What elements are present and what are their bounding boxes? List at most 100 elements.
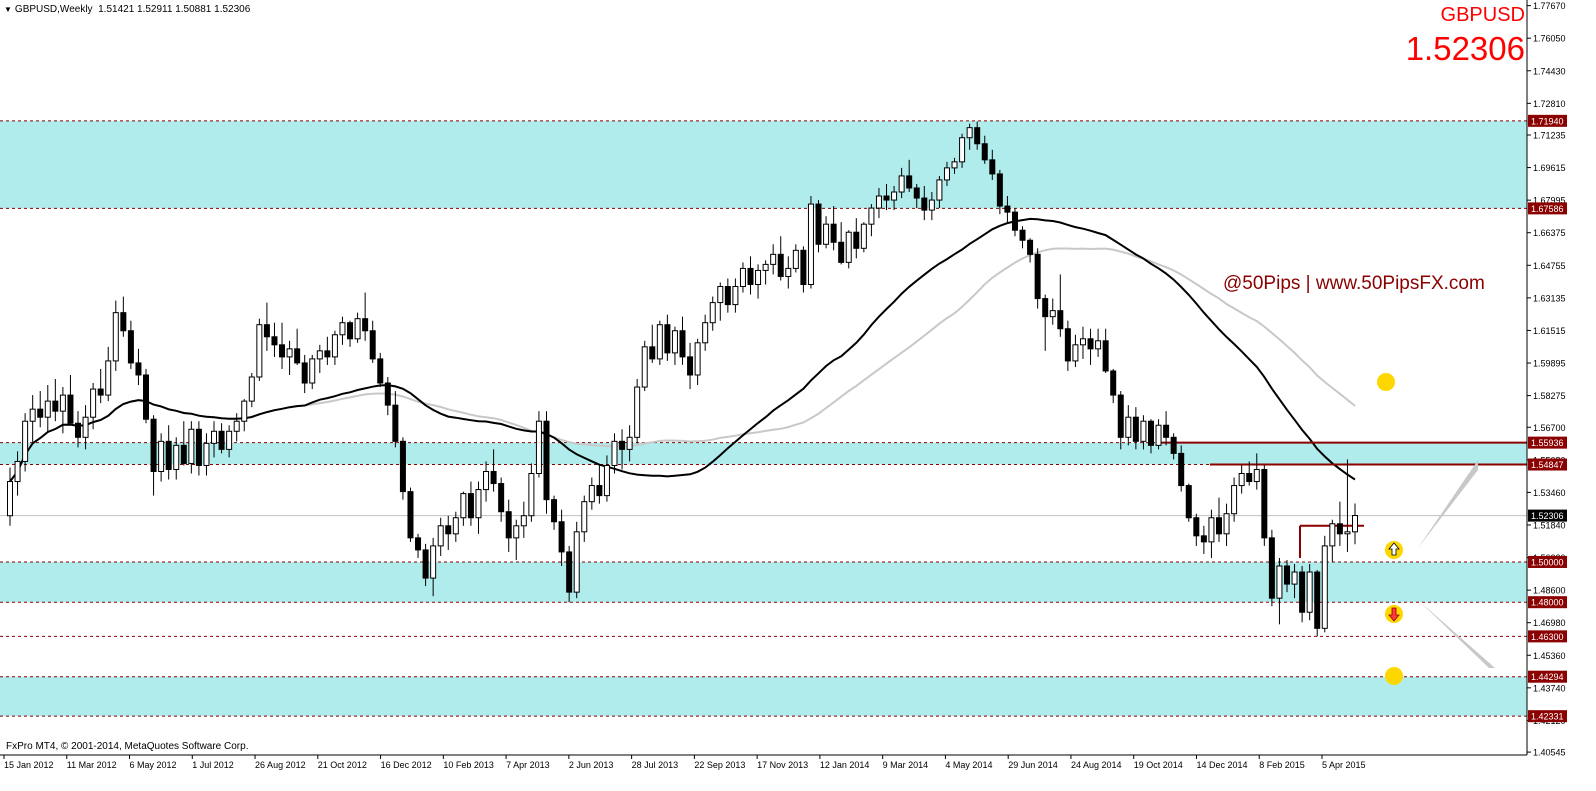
candle-body bbox=[671, 330, 678, 354]
x-tick-label: 9 Mar 2014 bbox=[883, 760, 929, 770]
candle-body bbox=[588, 485, 595, 503]
collapse-triangle-icon[interactable]: ▼ bbox=[4, 5, 12, 14]
candle-body bbox=[679, 330, 686, 358]
y-tick-label: 1.64755 bbox=[1533, 261, 1566, 271]
candle-body bbox=[581, 501, 588, 533]
candle-body bbox=[445, 525, 452, 535]
candle-body bbox=[248, 376, 255, 402]
x-tick-label: 1 Jul 2012 bbox=[192, 760, 234, 770]
x-tick-label: 7 Apr 2013 bbox=[506, 760, 550, 770]
projection-wedge-down bbox=[1418, 600, 1495, 668]
candle-body bbox=[226, 430, 233, 450]
candle-body bbox=[951, 161, 958, 169]
candle-body bbox=[112, 312, 119, 362]
candle-body bbox=[263, 324, 270, 338]
candle-body bbox=[875, 195, 882, 209]
candle-body bbox=[1291, 571, 1298, 585]
level-label-box bbox=[1528, 436, 1567, 449]
candle-body bbox=[467, 493, 474, 519]
symbol-timeframe: GBPUSD,Weekly bbox=[14, 4, 93, 15]
y-tick-label: 1.72810 bbox=[1533, 99, 1566, 109]
x-tick-label: 24 Aug 2014 bbox=[1071, 760, 1122, 770]
candle-body bbox=[286, 348, 293, 358]
candle-body bbox=[347, 322, 354, 340]
candle-body bbox=[127, 330, 134, 364]
candle-body bbox=[29, 408, 36, 422]
candle-body bbox=[573, 531, 580, 593]
y-tick-label: 1.63135 bbox=[1533, 293, 1566, 303]
candle-body bbox=[233, 420, 240, 432]
candle-body bbox=[838, 241, 845, 263]
yellow-dot-bottom bbox=[1385, 667, 1403, 685]
candle-body bbox=[860, 223, 867, 249]
level-label: 1.46300 bbox=[1531, 632, 1564, 642]
x-tick-label: 22 Sep 2013 bbox=[694, 760, 745, 770]
candle-body bbox=[1042, 298, 1049, 318]
candle-body bbox=[1147, 420, 1154, 446]
candle-body bbox=[331, 334, 338, 358]
candle-body bbox=[732, 286, 739, 306]
candle-body bbox=[1034, 253, 1041, 300]
y-tick-label: 1.61515 bbox=[1533, 326, 1566, 336]
candle-body bbox=[294, 348, 301, 364]
candle-body bbox=[1163, 424, 1170, 438]
candle-body bbox=[1110, 370, 1117, 396]
y-tick-label: 1.71235 bbox=[1533, 131, 1566, 141]
candle-body bbox=[1019, 229, 1026, 241]
y-tick-label: 1.51840 bbox=[1533, 520, 1566, 530]
x-tick-label: 19 Oct 2014 bbox=[1134, 760, 1183, 770]
candle-body bbox=[52, 400, 59, 412]
x-tick-label: 6 May 2012 bbox=[130, 760, 177, 770]
candle-body bbox=[815, 203, 822, 245]
level-label-box bbox=[1528, 114, 1567, 127]
candle-body bbox=[384, 382, 391, 406]
candle-body bbox=[656, 324, 663, 360]
candle-body bbox=[1079, 338, 1086, 346]
x-tick-label: 10 Feb 2013 bbox=[443, 760, 494, 770]
candle-body bbox=[241, 400, 248, 422]
y-tick-label: 1.46980 bbox=[1533, 618, 1566, 628]
level-label-box bbox=[1528, 555, 1567, 568]
candle-body bbox=[641, 346, 648, 388]
candle-body bbox=[105, 360, 112, 396]
candle-body bbox=[399, 440, 406, 493]
current-price-box bbox=[1528, 509, 1567, 522]
candle-body bbox=[830, 223, 837, 243]
candle-body bbox=[256, 324, 263, 378]
candle-body bbox=[603, 464, 610, 497]
candle-body bbox=[770, 253, 777, 265]
candle-body bbox=[452, 517, 459, 535]
candle-body bbox=[1140, 420, 1147, 442]
candle-body bbox=[853, 231, 860, 249]
candle-body bbox=[747, 267, 754, 286]
projection-wedge-up bbox=[1418, 460, 1478, 548]
price-label: 1.52306 bbox=[1405, 30, 1525, 67]
candle-body bbox=[150, 418, 157, 472]
moving-average-long bbox=[9, 217, 1356, 483]
x-tick-label: 21 Oct 2012 bbox=[318, 760, 367, 770]
candle-body bbox=[996, 173, 1003, 207]
candle-body bbox=[158, 440, 165, 472]
level-label: 1.48000 bbox=[1531, 598, 1564, 608]
candle-body bbox=[1072, 344, 1079, 362]
brand-text: @50Pips | www.50PipsFX.com bbox=[1223, 273, 1485, 294]
candle-body bbox=[1027, 239, 1034, 255]
candle-body bbox=[823, 223, 830, 245]
candle-body bbox=[392, 404, 399, 442]
candle-body bbox=[762, 263, 769, 271]
candle-body bbox=[1170, 436, 1177, 454]
candle-body bbox=[59, 394, 66, 412]
candle-body bbox=[218, 430, 225, 450]
candle-body bbox=[1238, 473, 1245, 487]
candle-body bbox=[535, 420, 542, 475]
candle-body bbox=[959, 137, 966, 163]
candle-body bbox=[135, 362, 142, 376]
candle-body bbox=[807, 203, 814, 286]
candle-body bbox=[1193, 517, 1200, 537]
candle-body bbox=[173, 444, 180, 470]
candle-body bbox=[430, 545, 437, 579]
candle-body bbox=[7, 481, 13, 517]
candle-body bbox=[928, 199, 935, 211]
candle-body bbox=[694, 342, 701, 376]
